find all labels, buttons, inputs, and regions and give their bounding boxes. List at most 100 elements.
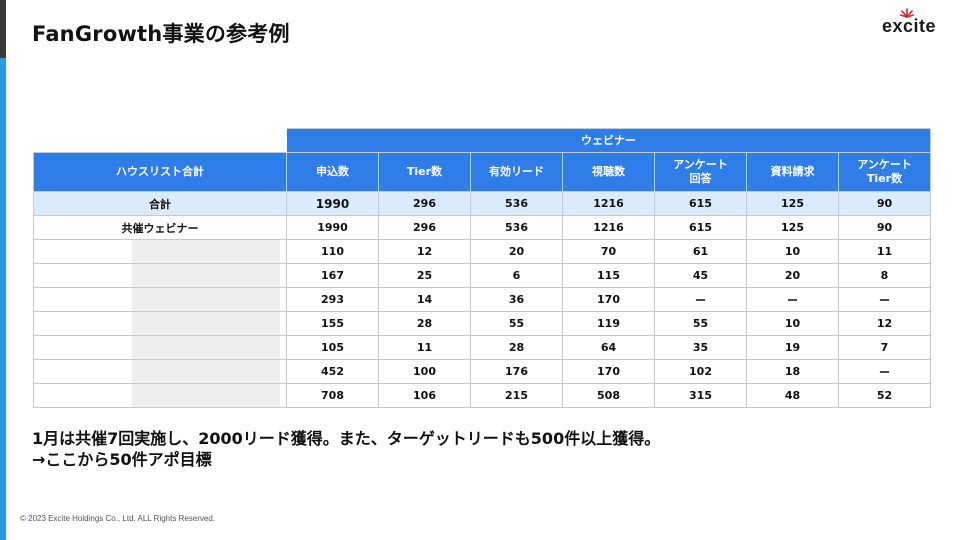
table-cell: 102 xyxy=(654,359,747,384)
table-cell: ー xyxy=(746,287,839,312)
table-cell: 115 xyxy=(562,263,655,288)
table-body: 合計 1990 296 536 1216 615 125 90 共催ウェビナー 1990 296 53… xyxy=(33,191,931,408)
table-cell: 48 xyxy=(746,383,839,408)
table-cell: 18 xyxy=(746,359,839,384)
excite-logo: excite xyxy=(882,8,944,38)
summary-line-2: →ここから50件アポ目標 xyxy=(32,450,212,469)
table-cell: 508 xyxy=(562,383,655,408)
table-cell: 64 xyxy=(562,335,655,360)
table-cell: 1990 xyxy=(286,215,379,240)
table-cell: 315 xyxy=(654,383,747,408)
subtotal-row: 共催ウェビナー 1990 296 536 1216 615 125 90 xyxy=(33,215,931,240)
row-date-label: 1/19 xyxy=(33,311,287,336)
table-cell: 6 xyxy=(470,263,563,288)
redacted-block xyxy=(132,336,280,359)
table-row: 1/2445210017617010218ー xyxy=(33,359,931,384)
table-cell: 167 xyxy=(286,263,379,288)
table-cell: ー xyxy=(838,359,931,384)
table-cell: ー xyxy=(838,287,931,312)
summary-line-1: 1月は共催7回実施し、2000リード獲得。また、ターゲットリードも500件以上獲… xyxy=(32,429,661,448)
table-cell: 10 xyxy=(746,311,839,336)
table-cell: 452 xyxy=(286,359,379,384)
table-cell: 296 xyxy=(378,191,471,216)
table-cell: ー xyxy=(654,287,747,312)
table-cell: 100 xyxy=(378,359,471,384)
table-cell: 105 xyxy=(286,335,379,360)
table-cell: 70 xyxy=(562,239,655,264)
table-row: 1/2410511286435197 xyxy=(33,335,931,360)
table-cell: 35 xyxy=(654,335,747,360)
table-cell: 45 xyxy=(654,263,747,288)
table-cell: 615 xyxy=(654,215,747,240)
redacted-block xyxy=(132,312,280,335)
table-cell: 11 xyxy=(378,335,471,360)
table-cell: 36 xyxy=(470,287,563,312)
table-cell: 90 xyxy=(838,191,931,216)
redacted-block xyxy=(132,240,280,263)
table-cell: 125 xyxy=(746,191,839,216)
table-cell: 28 xyxy=(470,335,563,360)
row-date-label: 1/24 xyxy=(33,335,287,360)
table-cell: 176 xyxy=(470,359,563,384)
summary-text: 1月は共催7回実施し、2000リード獲得。また、ターゲットリードも500件以上獲… xyxy=(32,428,660,470)
table-cell: 20 xyxy=(470,239,563,264)
column-header: Tier数 xyxy=(378,152,471,192)
table-cell: 119 xyxy=(562,311,655,336)
webinar-results-table: ウェビナー ハウスリスト合計 申込数 Tier数 有効リード 視聴数 アンケート 回答資… xyxy=(33,128,931,408)
table-cell: 12 xyxy=(378,239,471,264)
table-cell: 19 xyxy=(746,335,839,360)
table-cell: 1216 xyxy=(562,191,655,216)
group-header-webinar: ウェビナー xyxy=(286,128,931,153)
table-cell: 170 xyxy=(562,359,655,384)
row-date-label: 1/18 xyxy=(33,287,287,312)
redacted-block xyxy=(132,288,280,311)
table-cell: 296 xyxy=(378,215,471,240)
table-row: 1/191552855119551012 xyxy=(33,311,931,336)
column-header: アンケート 回答 xyxy=(654,152,747,192)
table-cell: 708 xyxy=(286,383,379,408)
table-cell: 7 xyxy=(838,335,931,360)
column-header: 視聴数 xyxy=(562,152,655,192)
table-cell: 1990 xyxy=(286,191,379,216)
table-cell: 20 xyxy=(746,263,839,288)
logo-text: excite xyxy=(882,16,937,36)
row-date-label: 1/17 xyxy=(33,263,287,288)
sunburst-icon xyxy=(900,8,914,18)
table-cell: 25 xyxy=(378,263,471,288)
column-header: 申込数 xyxy=(286,152,379,192)
table-cell: 1216 xyxy=(562,215,655,240)
page-title: FanGrowth事業の参考例 xyxy=(32,22,290,46)
table-cell: 536 xyxy=(470,191,563,216)
table-cell: 11 xyxy=(838,239,931,264)
table-corner-blank xyxy=(33,128,287,153)
table-cell: 536 xyxy=(470,215,563,240)
table-cell: 155 xyxy=(286,311,379,336)
copyright-notice: © 2023 Excite Holdings Co., Ltd. ALL Rig… xyxy=(20,514,216,523)
table-cell: 52 xyxy=(838,383,931,408)
table-row: 1/182931436170ーーー xyxy=(33,287,931,312)
redacted-block xyxy=(132,360,280,383)
redacted-block xyxy=(132,264,280,287)
table-cell: 215 xyxy=(470,383,563,408)
row-label: 共催ウェビナー xyxy=(33,215,287,240)
row-label: 合計 xyxy=(33,191,287,216)
row-date-label: 1/12 xyxy=(33,239,287,264)
side-accent-bar xyxy=(0,58,6,540)
row-date-label: 1/24 xyxy=(33,359,287,384)
table-cell: 61 xyxy=(654,239,747,264)
redacted-block xyxy=(132,384,280,407)
row-date-label: 1/25 xyxy=(33,383,287,408)
total-row: 合計 1990 296 536 1216 615 125 90 xyxy=(33,191,931,216)
table-cell: 110 xyxy=(286,239,379,264)
table-cell: 125 xyxy=(746,215,839,240)
table-row: 1/1716725611545208 xyxy=(33,263,931,288)
header-accent-bar xyxy=(0,0,6,58)
column-header: 資料請求 xyxy=(746,152,839,192)
table-row: 1/257081062155083154852 xyxy=(33,383,931,408)
table-cell: 28 xyxy=(378,311,471,336)
table-cell: 293 xyxy=(286,287,379,312)
table-cell: 615 xyxy=(654,191,747,216)
column-header: アンケート Tier数 xyxy=(838,152,931,192)
table-cell: 90 xyxy=(838,215,931,240)
table-cell: 170 xyxy=(562,287,655,312)
